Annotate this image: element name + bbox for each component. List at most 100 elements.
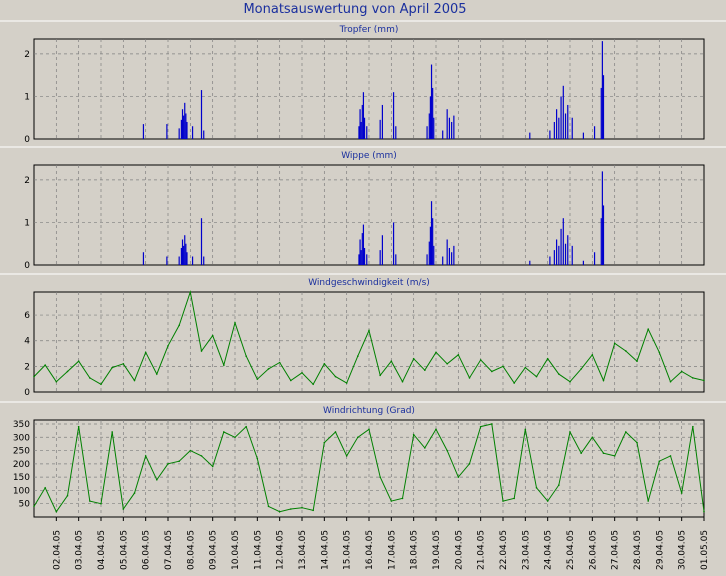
chart-panel-2: Wippe (mm) 0 1 2 (0, 146, 726, 271)
y-tick-label: 100 (13, 486, 30, 496)
data-point (111, 366, 113, 369)
data-point (658, 460, 661, 462)
data-point (424, 447, 426, 449)
x-tick-label: 03.04.05 (75, 530, 85, 570)
y-tick-label: 200 (13, 460, 30, 470)
x-tick-label: 16.04.05 (365, 530, 375, 570)
data-point (491, 423, 493, 425)
data-point (636, 441, 638, 444)
x-tick-label: 07.04.05 (164, 530, 174, 570)
data-point (345, 382, 348, 384)
data-point (323, 362, 326, 365)
data-point (245, 355, 247, 357)
x-tick-label: 02.04.05 (52, 530, 62, 570)
x-tick-label: 25.04.05 (566, 530, 576, 570)
data-point (457, 476, 460, 478)
data-point (669, 455, 672, 457)
x-tick-label: 27.04.05 (611, 530, 621, 570)
data-point (692, 377, 694, 379)
data-point (189, 291, 192, 293)
x-tick-label: 09.04.05 (209, 530, 219, 570)
data-point (502, 500, 504, 502)
data-point (703, 379, 705, 382)
data-point (77, 360, 80, 363)
x-tick-label: 21.04.05 (477, 530, 487, 570)
data-point (33, 505, 35, 508)
chart-panel-3: Windgeschwindigkeit (m/s) 0 2 4 6 (0, 273, 726, 398)
data-point (133, 492, 136, 494)
data-point (290, 508, 292, 510)
data-point (301, 506, 303, 509)
data-point (211, 465, 214, 468)
data-point (100, 383, 102, 386)
x-tick-label: 10.04.05 (231, 530, 241, 570)
data-point (479, 359, 482, 361)
data-point (457, 354, 460, 356)
y-tick-label: 50 (19, 500, 31, 510)
x-tick-label: 29.04.05 (655, 530, 665, 570)
data-point (647, 328, 649, 330)
data-point (278, 510, 281, 513)
x-tick-label: 05.04.05 (119, 530, 129, 570)
data-point (44, 486, 46, 489)
data-point (122, 508, 125, 510)
data-point (569, 431, 571, 433)
data-point (535, 375, 538, 378)
data-point (323, 441, 326, 444)
y-tick-label: 0 (24, 135, 30, 145)
data-point (535, 486, 538, 489)
data-point (312, 383, 314, 386)
y-tick-label: 4 (24, 337, 30, 347)
data-point (502, 365, 504, 368)
y-tick-label: 0 (24, 388, 30, 398)
data-point (278, 361, 281, 364)
data-point (546, 357, 549, 360)
data-point (412, 433, 415, 436)
data-point (435, 428, 437, 431)
data-point (513, 497, 515, 500)
x-tick-label: 08.04.05 (186, 530, 196, 570)
x-tick-label: 24.04.05 (544, 530, 554, 570)
data-point (591, 354, 594, 356)
data-point (491, 370, 493, 373)
data-point (613, 342, 616, 345)
data-point (446, 449, 448, 452)
data-point (122, 362, 125, 365)
data-point (647, 500, 649, 502)
data-point (401, 380, 404, 383)
data-point (524, 366, 527, 369)
x-tick-label: 13.04.05 (298, 530, 308, 570)
data-point (625, 350, 627, 352)
data-point (379, 476, 381, 478)
data-point (546, 500, 549, 502)
chart-title: Windrichtung (Grad) (323, 406, 415, 416)
x-tick-label: 19.04.05 (432, 530, 442, 570)
data-point (401, 497, 404, 500)
data-point (558, 373, 560, 375)
data-point (55, 510, 58, 513)
data-point (167, 345, 169, 347)
y-tick-label: 2 (24, 176, 30, 186)
data-point (256, 378, 259, 380)
data-point (412, 357, 415, 360)
data-point (513, 382, 515, 384)
data-point (625, 431, 627, 433)
data-point (591, 436, 594, 439)
data-point (77, 425, 80, 428)
x-tick-label: 01.05.05 (700, 530, 710, 570)
y-tick-label: 150 (13, 473, 30, 483)
data-point (89, 377, 91, 379)
data-point (290, 379, 292, 382)
chart-panel-4: Windrichtung (Grad) 50 100 150 200 250 300 350 (0, 401, 726, 518)
data-point (144, 351, 147, 354)
data-point (66, 494, 69, 497)
data-point (334, 431, 337, 433)
data-point (424, 369, 426, 372)
data-point (167, 463, 169, 465)
data-point (368, 329, 370, 332)
x-tick-label: 12.04.05 (276, 530, 286, 570)
data-point (580, 452, 582, 455)
data-point (524, 428, 527, 431)
data-point (692, 425, 694, 428)
